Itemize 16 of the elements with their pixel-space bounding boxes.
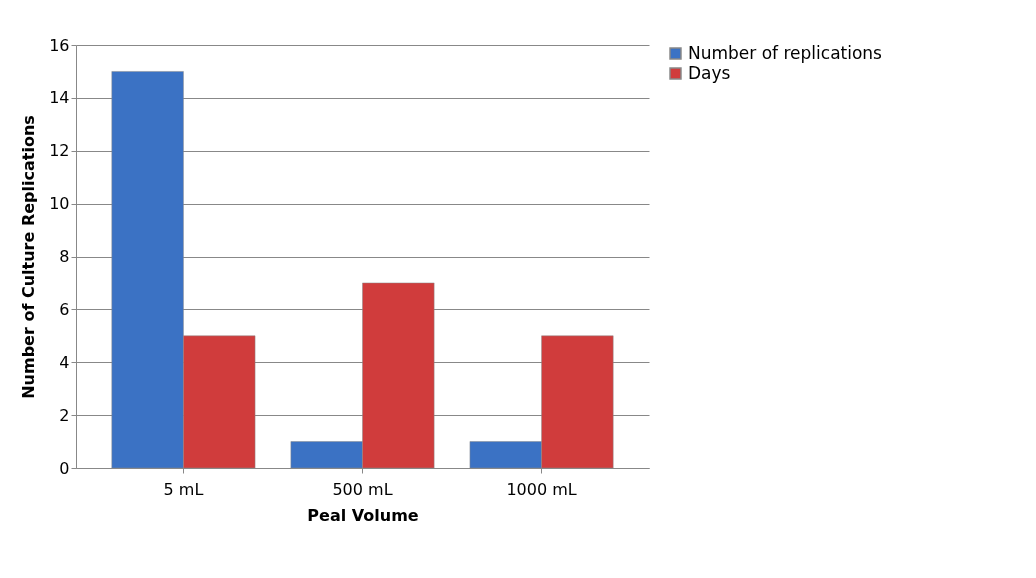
- x-tick-label: 500 mL: [332, 479, 393, 499]
- y-axis-title: Number of Culture Replications: [19, 115, 39, 399]
- y-tick-label: 10: [49, 194, 70, 214]
- y-tick-label: 6: [59, 299, 70, 319]
- y-tick-label: 16: [49, 35, 70, 55]
- legend-label: Number of replications: [688, 42, 883, 63]
- y-tick-label: 0: [59, 458, 70, 478]
- x-axis-title: Peal Volume: [307, 505, 419, 525]
- y-tick-label: 12: [49, 141, 70, 161]
- x-tick-label: 5 mL: [163, 479, 204, 499]
- y-tick-label: 14: [49, 88, 70, 108]
- y-tick-label: 8: [59, 247, 70, 266]
- y-tick-label: 4: [59, 352, 70, 372]
- x-tick-label: 1000 mL: [506, 479, 577, 499]
- legend-label: Days: [688, 62, 731, 83]
- y-tick-label: 2: [59, 405, 70, 425]
